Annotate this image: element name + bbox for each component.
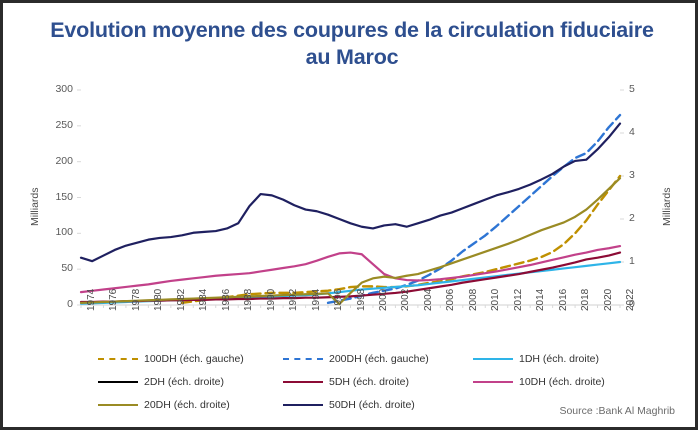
series-line-10dh xyxy=(79,244,622,294)
x-axis-tick-label: 2012 xyxy=(512,288,524,311)
legend-swatch-icon xyxy=(283,357,323,360)
right-axis-title: Milliards xyxy=(661,186,673,226)
legend-swatch-icon xyxy=(283,403,323,406)
x-axis-tick-label: 2004 xyxy=(422,288,434,311)
right-axis-tick-label: 4 xyxy=(629,126,635,138)
legend-item-label: 50DH (éch. droite) xyxy=(329,398,415,411)
left-axis-tick-label: 200 xyxy=(55,154,73,167)
series-line-100dh xyxy=(180,174,622,305)
legend-item-label: 10DH (éch. droite) xyxy=(519,375,605,388)
x-axis-tick-label: 1982 xyxy=(175,288,187,311)
x-axis-tick-label: 2010 xyxy=(490,288,502,311)
x-axis-tick-label: 1984 xyxy=(198,288,210,311)
left-axis-title: Milliards xyxy=(29,186,41,226)
left-axis-tick-label: 0 xyxy=(67,298,73,310)
legend-row: 100DH (éch. gauche) 200DH (éch. gauche) 1D… xyxy=(98,347,658,370)
series-line-50dh xyxy=(79,122,622,263)
legend-swatch-icon xyxy=(283,380,323,383)
left-axis-tick-label: 50 xyxy=(61,262,73,275)
x-axis-tick-label: 2014 xyxy=(535,288,547,311)
x-axis-tick-label: 1976 xyxy=(108,288,120,311)
x-axis-tick-label: 1992 xyxy=(288,288,300,311)
legend-item-label: 5DH (éch. droite) xyxy=(329,375,409,388)
right-axis-tick-label: 0 xyxy=(629,298,635,310)
right-axis-tick-label: 3 xyxy=(629,169,635,181)
series-line-20dh xyxy=(79,177,622,306)
x-axis-tick-label: 2022 xyxy=(625,288,636,311)
x-axis-tick-label: 1996 xyxy=(333,288,345,311)
x-axis-tick-label: 1978 xyxy=(130,288,142,311)
left-axis-tick-label: 150 xyxy=(55,190,73,203)
legend-item-5dh[interactable]: 5DH (éch. droite) xyxy=(283,370,473,393)
legend-item-label: 1DH (éch. droite) xyxy=(519,352,599,365)
right-axis-tick-label: 5 xyxy=(629,83,635,95)
left-axis-tick-label: 300 xyxy=(55,83,73,95)
x-axis-tick-label: 2002 xyxy=(400,288,412,311)
x-axis-tick-label: 2018 xyxy=(580,288,592,311)
chart-svg xyxy=(77,89,624,308)
x-axis-tick-label: 1988 xyxy=(243,288,255,311)
legend-swatch-icon xyxy=(98,403,138,406)
x-axis-tick-label: 1974 xyxy=(86,288,97,311)
legend-item-1dh[interactable]: 1DH (éch. droite) xyxy=(473,347,643,370)
source-note: Source :Bank Al Maghrib xyxy=(559,405,675,417)
legend-item-label: 200DH (éch. gauche) xyxy=(329,352,429,365)
legend-row: 20DH (éch. droite) 50DH (éch. droite) xyxy=(98,393,658,416)
legend-item-100dh[interactable]: 100DH (éch. gauche) xyxy=(98,347,283,370)
x-axis-tick-label: 2008 xyxy=(467,288,479,311)
legend-item-label: 100DH (éch. gauche) xyxy=(144,352,244,365)
right-axis-tick-label: 1 xyxy=(629,255,635,267)
x-axis-tick-label: 1994 xyxy=(310,288,322,311)
chart-legend: 100DH (éch. gauche) 200DH (éch. gauche) 1D… xyxy=(98,347,658,416)
x-axis-tick-label: 2000 xyxy=(377,288,389,311)
x-axis-tick-label: 1986 xyxy=(220,288,232,311)
legend-swatch-icon xyxy=(98,380,138,383)
x-axis-tick-label: 1980 xyxy=(153,288,165,311)
legend-item-label: 20DH (éch. droite) xyxy=(144,398,230,411)
legend-item-10dh[interactable]: 10DH (éch. droite) xyxy=(473,370,643,393)
legend-swatch-icon xyxy=(98,357,138,360)
plot-area xyxy=(3,3,698,433)
x-axis-tick-label: 2006 xyxy=(445,288,457,311)
x-axis-tick-label: 2020 xyxy=(602,288,614,311)
left-axis-tick-label: 100 xyxy=(55,226,73,239)
series-line-200dh xyxy=(326,113,622,305)
legend-item-label: 2DH (éch. droite) xyxy=(144,375,224,388)
legend-item-2dh[interactable]: 2DH (éch. droite) xyxy=(98,370,283,393)
legend-row: 2DH (éch. droite) 5DH (éch. droite) 10DH (… xyxy=(98,370,658,393)
page-title: Evolution moyenne des coupures de la cir… xyxy=(50,18,654,69)
right-axis-tick-label: 2 xyxy=(629,212,635,224)
x-axis-tick-label: 1998 xyxy=(355,288,367,311)
x-axis-tick-label: 2016 xyxy=(557,288,569,311)
legend-item-50dh[interactable]: 50DH (éch. droite) xyxy=(283,393,473,416)
legend-item-20dh[interactable]: 20DH (éch. droite) xyxy=(98,393,283,416)
left-axis-tick-label: 250 xyxy=(55,118,73,131)
legend-swatch-icon xyxy=(473,357,513,360)
legend-swatch-icon xyxy=(473,380,513,383)
x-axis-tick-label: 1990 xyxy=(265,288,277,311)
legend-item-200dh[interactable]: 200DH (éch. gauche) xyxy=(283,347,473,370)
